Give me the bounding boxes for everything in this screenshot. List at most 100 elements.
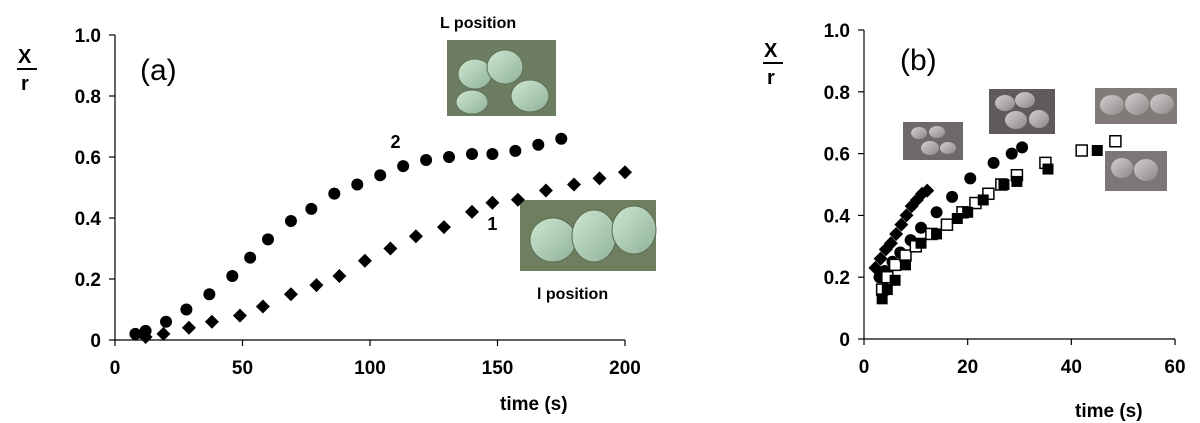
- panel-a-xtick-label: 50: [232, 358, 253, 379]
- panel-a-series-1-point: [284, 215, 297, 228]
- panel-a-series-1-point: [305, 202, 318, 215]
- panel-b-series-3-point: [940, 218, 954, 231]
- panel-a-series-1-point: [397, 160, 410, 173]
- panel-a-series-2-point: [383, 241, 398, 256]
- panel-a-series-1-point: [180, 303, 193, 316]
- panel-b-series-2-point: [987, 156, 1000, 169]
- panel-b-series-2-point: [1016, 141, 1029, 154]
- panel-b-series-3-point: [1075, 144, 1088, 157]
- panel-a-series-2-point: [283, 287, 298, 302]
- panel-b-series-2-point: [930, 206, 943, 219]
- panel-b-series-1-point: [899, 208, 914, 223]
- panel-b-series-4-point: [889, 274, 901, 286]
- panel-b-photo-2: [989, 89, 1055, 134]
- panel-b-series-1-point: [883, 236, 898, 251]
- panel-b-ytick-label: 0.6: [824, 145, 850, 166]
- panel-a-series-1-point: [443, 151, 456, 163]
- panel-b-series-4-point: [951, 212, 963, 224]
- panel-a-series-2-point: [408, 229, 423, 244]
- panel-a-series-1-point: [351, 178, 364, 191]
- panel-a-series-1-point: [328, 187, 341, 200]
- panel-b-photo-1: [903, 122, 963, 160]
- panel-a-xtick-label: 100: [354, 358, 386, 379]
- panel-b-photo-3: [1095, 88, 1177, 124]
- panel-a-series-1-point: [532, 138, 545, 151]
- panel-b-series-4-point: [998, 179, 1010, 190]
- panel-a-series-2-point: [181, 320, 196, 335]
- panel-a-series-1-point: [244, 251, 257, 264]
- panel-b-series-1-point: [894, 217, 909, 232]
- panel-a-series-1-point: [226, 269, 239, 282]
- panel-b-series-4-point: [899, 259, 911, 271]
- panel-b-ylabel-bottom: r: [767, 67, 775, 89]
- panel-b-series-4-point: [1042, 163, 1054, 175]
- panel-a-series-1-point: [262, 233, 274, 246]
- panel-b-xtick-label: 40: [1061, 357, 1082, 378]
- panel-b-ytick-label: 0.8: [824, 83, 850, 104]
- panel-b-ytick-label: 1.0: [824, 21, 850, 42]
- panel-a-series-2-point: [255, 299, 270, 314]
- panel-a-ytick-label: 0.6: [75, 148, 101, 169]
- panel-b-series-1-point: [889, 226, 904, 241]
- panel-a-series-2-point: [138, 329, 153, 344]
- panel-a-series-2-point: [567, 177, 581, 192]
- panel-a-series-1-point: [129, 327, 142, 340]
- panel-b-photo-4: [1105, 151, 1167, 191]
- panel-a: 0 0.2 0.4 0.6 0.8 1.0 0 50 100 150 200 X r (a) ti…: [17, 15, 657, 415]
- panel-b-label: (b): [900, 44, 937, 77]
- panel-b-ytick-label: 0.2: [824, 268, 850, 289]
- panel-a-photo-top: [447, 40, 556, 116]
- panel-a-photo-bottom: [520, 200, 657, 271]
- panel-b-series-4-point: [881, 284, 893, 296]
- panel-b-series-2-point: [964, 172, 977, 185]
- panel-b-xtick-label: 60: [1164, 357, 1185, 378]
- panel-a-ytick-label: 0.2: [75, 270, 101, 291]
- panel-b-series-4-point: [1011, 175, 1023, 187]
- panel-a-series-2-point: [232, 308, 247, 323]
- panel-b-series-4-point: [931, 228, 943, 240]
- panel-a-series-1-point: [509, 144, 522, 157]
- panel-a-series-1-point: [203, 288, 216, 301]
- panel-a-caption-top: L position: [440, 15, 516, 32]
- panel-a-series-2-point: [618, 165, 632, 180]
- panel-a-xtick-label: 150: [482, 358, 514, 379]
- panel-a-caption-bottom: l position: [537, 286, 608, 303]
- panel-b-series-2-point: [915, 221, 928, 234]
- panel-a-series-1-point: [486, 147, 499, 160]
- panel-b-series-4-point: [876, 293, 888, 305]
- panel-a-series-1-point: [420, 154, 433, 167]
- panel-b-xtick-label: 0: [859, 357, 870, 378]
- panel-a-series-1-point: [374, 169, 387, 182]
- panel-b-series-4-point: [915, 237, 927, 249]
- panel-a-series-2-point: [538, 183, 553, 198]
- panel-a-series-2-point: [465, 204, 479, 219]
- panel-a-ytick-label: 1.0: [75, 26, 101, 47]
- panel-a-series-2-point: [485, 195, 500, 210]
- panel-b: 0 0.2 0.4 0.6 0.8 1.0 0 20 40 60 X r (b) time (s…: [763, 21, 1186, 422]
- panel-a-series-2-point: [309, 278, 324, 293]
- panel-a-ylabel-bottom: r: [21, 73, 29, 95]
- panel-b-xlabel: time (s): [1075, 401, 1143, 422]
- panel-a-series-2-point: [156, 326, 171, 341]
- panel-a-xlabel: time (s): [500, 394, 568, 415]
- panel-a-xtick-label: 0: [110, 358, 121, 379]
- panel-b-series-1-point: [920, 183, 935, 198]
- panel-b-ylabel-top: X: [764, 40, 778, 62]
- panel-a-series-2-point: [510, 192, 525, 207]
- panel-b-series-3-point: [1109, 134, 1122, 148]
- panel-a-series-1-point: [466, 147, 478, 160]
- panel-a-ylabel-top: X: [18, 46, 32, 68]
- panel-a-series-2-point: [436, 220, 451, 235]
- panel-b-series-4-point: [962, 206, 974, 218]
- panel-a-ytick-label: 0.8: [75, 87, 101, 108]
- panel-b-series-3-point: [888, 258, 902, 272]
- panel-b-series-2-point: [1005, 147, 1018, 160]
- panel-a-series-2-point: [592, 171, 607, 186]
- panel-a-label: (a): [140, 54, 177, 87]
- panel-b-ytick-label: 0: [839, 330, 850, 351]
- panel-a-series-1-point: [160, 315, 172, 328]
- panel-a-series-2-point: [357, 253, 372, 268]
- panel-b-series-2-point: [946, 190, 959, 203]
- panel-a-ytick-label: 0.4: [75, 209, 102, 230]
